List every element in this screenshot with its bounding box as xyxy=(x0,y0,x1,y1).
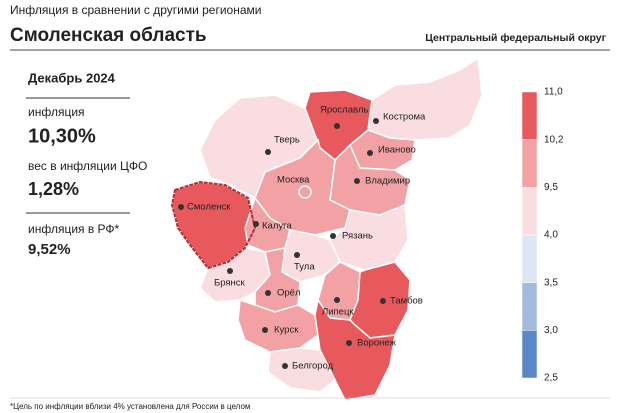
region-label: Тверь xyxy=(274,135,300,146)
legend-swatch xyxy=(521,139,538,188)
weight-value: 1,28% xyxy=(28,179,79,199)
city-marker xyxy=(330,233,336,239)
rf-label: инфляция в РФ* xyxy=(28,222,120,236)
region-label: Брянск xyxy=(214,278,246,289)
legend-swatch xyxy=(521,187,538,236)
subtitle: Инфляция в сравнении с другими регионами xyxy=(10,3,261,17)
region-label: Курск xyxy=(274,325,299,336)
city-marker xyxy=(227,268,233,274)
region-label: Калуга xyxy=(262,221,292,232)
region-label: Ярославль xyxy=(320,105,368,116)
footnote: *Цель по инфляции вблизи 4% установлена … xyxy=(10,402,250,411)
rf-value: 9,52% xyxy=(28,241,71,258)
city-marker xyxy=(367,150,373,156)
city-marker xyxy=(265,149,271,155)
city-marker xyxy=(294,252,300,258)
region-label: Белгород xyxy=(292,361,334,372)
region-label: Тамбов xyxy=(390,296,423,307)
city-marker xyxy=(265,290,271,296)
legend-label: 4,0 xyxy=(544,230,558,241)
region-label: Липецк xyxy=(322,307,354,318)
map: Смоленск Тверь Ярославль Кострома Иваново Вла… xyxy=(170,56,483,401)
region-label: Владимир xyxy=(365,176,410,187)
legend-label: 2,5 xyxy=(544,373,558,384)
region-label: Тула xyxy=(294,262,315,273)
inflation-value: 10,30% xyxy=(28,125,96,147)
period: Декабрь 2024 xyxy=(28,70,116,85)
city-marker xyxy=(354,178,360,184)
legend: 11,0 10,2 9,5 4,0 3,5 3,0 2,5 xyxy=(521,87,564,384)
city-marker xyxy=(380,298,386,304)
info-panel: Декабрь 2024 инфляция 10,30% вес в инфля… xyxy=(26,70,147,258)
weight-label: вес в инфляции ЦФО xyxy=(28,159,147,173)
legend-label: 3,0 xyxy=(544,325,558,336)
city-marker xyxy=(334,297,340,303)
region-highlight xyxy=(170,180,257,270)
legend-swatch xyxy=(521,282,538,331)
region xyxy=(267,347,336,393)
region-label: Орёл xyxy=(277,288,301,299)
region-label: Кострома xyxy=(383,112,426,123)
city-marker xyxy=(178,204,184,210)
city-marker xyxy=(262,327,268,333)
legend-swatch xyxy=(521,234,538,283)
legend-label: 10,2 xyxy=(544,134,564,145)
legend-swatch xyxy=(521,330,538,379)
region-label: Иваново xyxy=(378,145,416,156)
legend-label: 11,0 xyxy=(544,87,563,98)
legend-label: 3,5 xyxy=(544,277,558,288)
inflation-label: инфляция xyxy=(28,105,85,119)
city-marker xyxy=(253,221,259,227)
district: Центральный федеральный округ xyxy=(425,32,606,44)
region-label: Рязань xyxy=(342,231,373,242)
city-marker xyxy=(373,118,379,124)
legend-label: 9,5 xyxy=(544,182,558,193)
capital-marker xyxy=(298,185,312,199)
city-marker xyxy=(334,123,340,129)
city-marker xyxy=(282,363,288,369)
legend-swatch xyxy=(521,91,538,140)
city-marker xyxy=(346,340,352,346)
region-label: Москва xyxy=(277,175,310,186)
region-label: Смоленск xyxy=(187,202,231,213)
title: Смоленская область xyxy=(10,25,207,46)
region-label: Воронеж xyxy=(357,338,397,349)
